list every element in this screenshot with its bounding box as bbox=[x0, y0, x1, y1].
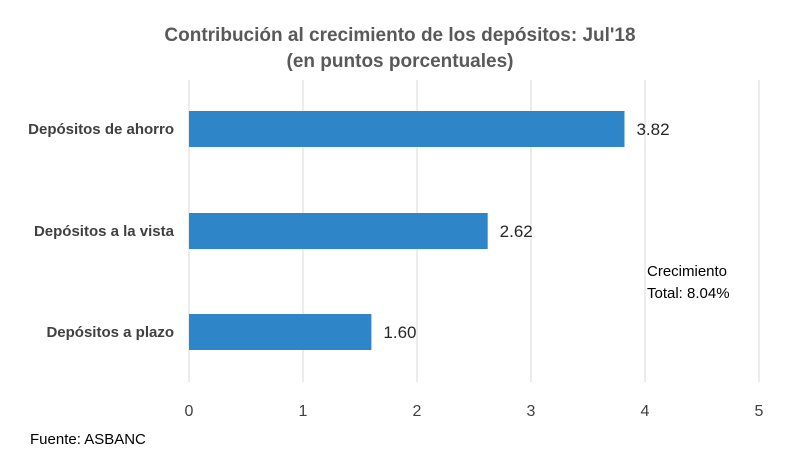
category-label-1: Depósitos de ahorro bbox=[28, 121, 174, 138]
data-labels: 3.82 2.62 1.60 bbox=[383, 120, 669, 342]
chart-subtitle: (en puntos porcentuales) bbox=[287, 51, 514, 72]
annotation-line-1: Crecimiento bbox=[647, 263, 727, 280]
bars bbox=[189, 111, 625, 350]
x-tick-label-5: 5 bbox=[755, 403, 764, 420]
x-tick-label-1: 1 bbox=[299, 403, 308, 420]
chart-title: Contribución al crecimiento de los depós… bbox=[164, 25, 635, 46]
category-labels: Depósitos de ahorro Depósitos a la vista D… bbox=[28, 121, 175, 341]
category-label-2: Depósitos a la vista bbox=[34, 223, 175, 240]
x-tick-label-0: 0 bbox=[185, 403, 194, 420]
data-label-2: 2.62 bbox=[500, 222, 533, 241]
category-label-3: Depósitos a plazo bbox=[46, 324, 174, 341]
annotation-line-2: Total: 8.04% bbox=[647, 285, 730, 302]
bar-3 bbox=[189, 314, 372, 350]
x-axis-tick-labels: 0 1 2 3 4 5 bbox=[185, 403, 764, 420]
data-label-1: 3.82 bbox=[636, 120, 669, 139]
bar-1 bbox=[189, 111, 625, 147]
data-label-3: 1.60 bbox=[383, 323, 416, 342]
source-note: Fuente: ASBANC bbox=[30, 431, 146, 448]
x-tick-label-2: 2 bbox=[413, 403, 422, 420]
x-tick-label-3: 3 bbox=[527, 403, 536, 420]
bar-2 bbox=[189, 213, 488, 249]
x-tick-label-4: 4 bbox=[641, 403, 650, 420]
